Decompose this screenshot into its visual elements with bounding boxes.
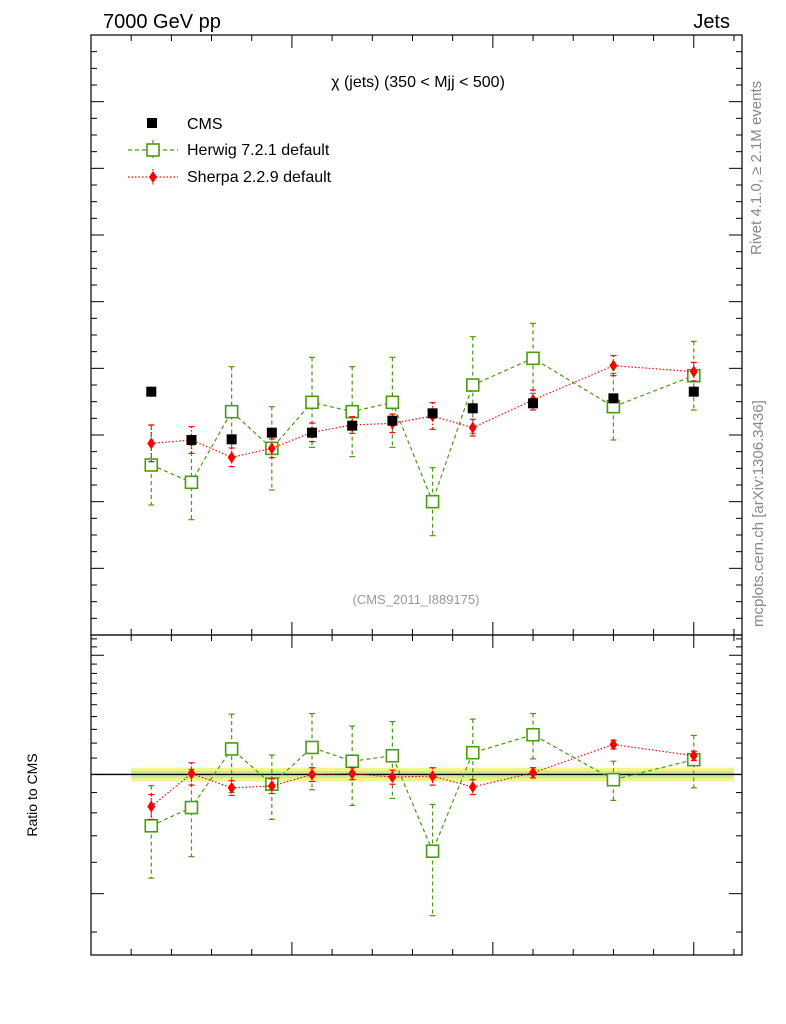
rivet-version-label: Rivet 4.1.0, ≥ 2.1M events <box>748 81 765 255</box>
herwig-main-point <box>345 404 360 419</box>
sherpa-ratio-point <box>428 770 437 783</box>
sherpa-main-point <box>468 421 477 434</box>
sherpa-ratio-point <box>267 780 276 793</box>
watermark-label: (CMS_2011_I889175) <box>353 592 480 607</box>
herwig-main-point <box>385 395 400 410</box>
herwig-main-line <box>151 357 694 504</box>
herwig-ratio-point <box>385 748 400 763</box>
herwig-main-point <box>465 378 480 392</box>
sherpa-ratio-point <box>147 800 156 813</box>
sherpa-ratio-point <box>609 738 618 751</box>
herwig-ratio-point <box>465 745 480 760</box>
ratio-plot-frame <box>90 634 743 956</box>
sherpa-main-point <box>609 359 618 372</box>
cms-main-point <box>266 427 277 438</box>
herwig-main-point <box>425 494 440 509</box>
sherpa-ratio-point <box>468 780 477 793</box>
sherpa-ratio-point <box>529 766 538 779</box>
legend-marker-cms <box>147 118 157 128</box>
sherpa-ratio-point <box>388 771 397 784</box>
legend-label-sherpa: Sherpa 2.2.9 default <box>187 169 332 186</box>
cms-main-point <box>427 408 438 419</box>
sherpa-main-point <box>227 451 236 464</box>
sherpa-main-point <box>689 365 698 378</box>
herwig-ratio-point <box>184 800 199 815</box>
sherpa-main-point <box>147 437 156 450</box>
herwig-main-point <box>305 395 319 410</box>
legend-marker-herwig <box>146 143 160 157</box>
process-label: Jets <box>693 11 730 33</box>
cms-main-point <box>347 420 358 431</box>
herwig-main-point <box>224 404 239 419</box>
legend-marker-sherpa <box>149 171 157 183</box>
cms-main-point <box>688 386 699 397</box>
ratio-axis-label: Ratio to CMS <box>24 753 40 836</box>
sherpa-ratio-point <box>227 781 236 794</box>
sherpa-main-point <box>267 442 276 455</box>
legend-label-cms: CMS <box>187 116 223 133</box>
herwig-ratio-point <box>425 844 440 859</box>
herwig-ratio-point <box>345 754 360 769</box>
cms-main-point <box>186 435 197 445</box>
cms-main-point <box>467 403 478 414</box>
cms-main-point <box>528 398 539 409</box>
mcplots-reference-label: mcplots.cern.ch [arXiv:1306.3436] <box>750 400 767 627</box>
herwig-ratio-point <box>606 772 621 787</box>
sherpa-ratio-point <box>348 767 357 780</box>
chart-title: χ (jets) (350 < Mjj < 500) <box>331 74 505 91</box>
herwig-ratio-point <box>224 742 239 756</box>
sherpa-ratio-point <box>187 767 196 780</box>
herwig-main-point <box>526 351 540 366</box>
herwig-ratio-point <box>305 740 319 755</box>
energy-label: 7000 GeV pp <box>103 11 221 33</box>
legend: CMS Herwig 7.2.1 default Sherpa 2.2.9 de… <box>128 116 332 186</box>
cms-main-point <box>146 386 157 397</box>
cms-main-point <box>387 415 398 426</box>
sherpa-ratio-point <box>308 768 317 781</box>
herwig-ratio-point <box>526 727 540 742</box>
legend-label-herwig: Herwig 7.2.1 default <box>187 142 330 159</box>
herwig-ratio-point <box>144 818 159 833</box>
herwig-main-point <box>184 475 199 490</box>
sherpa-main-line <box>151 365 694 458</box>
cms-main-point <box>608 393 619 404</box>
cms-main-point <box>307 427 318 438</box>
cms-main-point <box>226 434 237 445</box>
sherpa-ratio-point <box>689 749 698 762</box>
